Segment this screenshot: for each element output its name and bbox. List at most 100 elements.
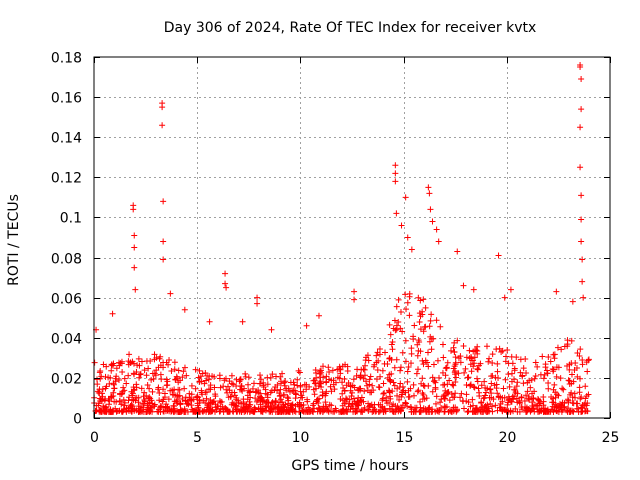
data-point: [393, 356, 400, 363]
data-point: [300, 388, 307, 395]
data-point: [137, 370, 144, 377]
data-point: [171, 359, 178, 366]
data-point: [328, 388, 335, 395]
data-point: [214, 403, 221, 410]
data-point: [236, 376, 243, 383]
data-point: [342, 399, 349, 406]
data-point: [387, 378, 394, 385]
data-point: [494, 360, 501, 367]
data-point: [91, 359, 98, 366]
data-point: [131, 244, 138, 251]
data-point: [135, 408, 142, 415]
data-point: [238, 400, 245, 407]
data-point: [413, 370, 420, 377]
data-point: [319, 392, 326, 399]
data-point: [530, 394, 537, 401]
data-point: [250, 408, 257, 415]
data-point: [375, 401, 382, 408]
data-point: [391, 317, 398, 324]
data-point: [392, 170, 399, 177]
data-point: [311, 391, 318, 398]
data-point: [414, 341, 421, 348]
data-point: [549, 406, 556, 413]
data-point: [137, 371, 144, 378]
data-point: [483, 343, 490, 350]
data-point: [341, 375, 348, 382]
plot-frame: [93, 56, 611, 419]
data-point: [95, 402, 102, 409]
data-point: [148, 376, 155, 383]
data-point: [292, 390, 299, 397]
data-point: [258, 394, 265, 401]
data-point: [395, 318, 402, 325]
data-point: [474, 365, 481, 372]
data-point: [470, 286, 477, 293]
data-point: [230, 408, 237, 415]
data-point: [172, 376, 179, 383]
data-point: [463, 391, 470, 398]
data-point: [245, 374, 252, 381]
data-point: [141, 397, 148, 404]
data-point: [222, 270, 229, 277]
data-point: [196, 367, 203, 374]
data-point: [194, 402, 201, 409]
data-point: [198, 387, 205, 394]
x-tick-label: 5: [193, 430, 202, 446]
data-point: [216, 375, 223, 382]
data-point: [181, 364, 188, 371]
data-point: [441, 408, 448, 415]
data-point: [350, 376, 357, 383]
data-point: [482, 384, 489, 391]
data-point: [274, 382, 281, 389]
data-point: [579, 278, 586, 285]
data-point: [433, 226, 440, 233]
data-point: [160, 238, 167, 245]
data-point: [384, 374, 391, 381]
data-point: [408, 350, 415, 357]
data-point: [243, 403, 250, 410]
data-point: [569, 400, 576, 407]
data-point: [511, 365, 518, 372]
data-point: [393, 322, 400, 329]
data-point: [127, 359, 134, 366]
data-point: [391, 364, 398, 371]
data-point: [475, 362, 482, 369]
data-point: [188, 382, 195, 389]
data-point: [574, 349, 581, 356]
data-point: [323, 373, 330, 380]
data-point: [315, 404, 322, 411]
data-point: [283, 385, 290, 392]
data-point: [262, 390, 269, 397]
data-point: [508, 398, 515, 405]
data-point: [578, 238, 585, 245]
data-point: [471, 360, 478, 367]
data-point: [402, 194, 409, 201]
data-point: [509, 393, 516, 400]
data-point: [531, 375, 538, 382]
data-point: [376, 351, 383, 358]
data-point: [281, 379, 288, 386]
data-point: [164, 378, 171, 385]
data-point: [435, 238, 442, 245]
data-point: [408, 246, 415, 253]
data-point: [495, 374, 502, 381]
data-point: [245, 381, 252, 388]
data-point: [406, 312, 413, 319]
data-point: [171, 408, 178, 415]
data-point: [426, 323, 433, 330]
data-point: [117, 391, 124, 398]
data-point: [408, 406, 415, 413]
data-point: [402, 399, 409, 406]
data-point: [446, 377, 453, 384]
data-point: [339, 390, 346, 397]
y-tick-label: 0.04: [51, 332, 82, 348]
data-point: [294, 376, 301, 383]
data-point: [555, 364, 562, 371]
data-point: [118, 401, 125, 408]
data-point: [132, 286, 139, 293]
data-point: [392, 178, 399, 185]
data-point: [110, 389, 117, 396]
data-point: [366, 381, 373, 388]
data-point: [207, 403, 214, 410]
data-point: [538, 408, 545, 415]
